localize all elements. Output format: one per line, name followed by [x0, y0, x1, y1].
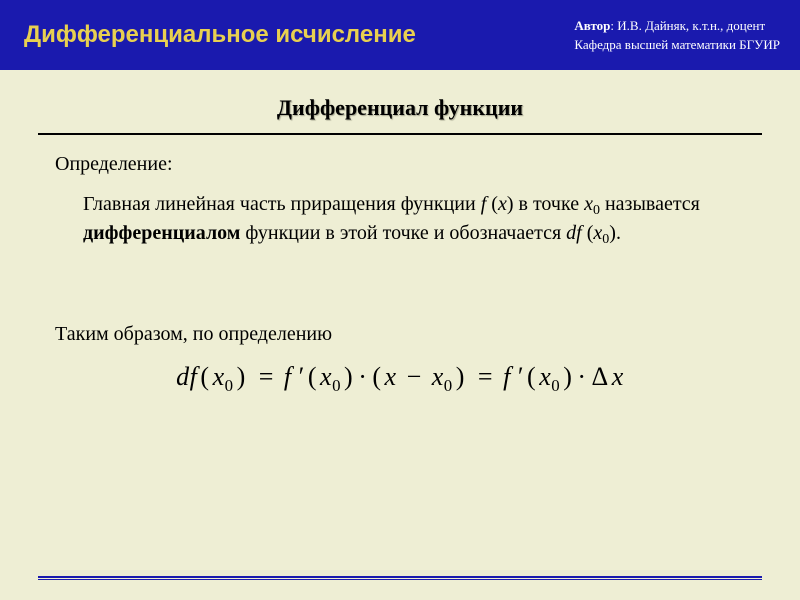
x0-x: x	[584, 193, 593, 215]
lhs-x: x	[213, 362, 225, 391]
definition-label: Определение:	[55, 153, 745, 176]
f1-x: x	[320, 362, 332, 391]
dfx-x: x	[593, 222, 602, 244]
eq2: =	[471, 362, 500, 391]
p-sub: 0	[444, 376, 453, 395]
p-close: )	[456, 362, 465, 391]
formula: df(x0) = f ′(x0)·(x − x0) = f ′(x0)·Δx	[55, 362, 745, 392]
dx: x	[612, 362, 624, 391]
fx-close: )	[507, 193, 514, 215]
header-author: Автор: И.В. Дайняк, к.т.н., доцент Кафед…	[574, 16, 780, 55]
eq1: =	[252, 362, 281, 391]
def-part4: функции в этой точке и обозначается	[240, 222, 566, 244]
author-name: : И.В. Дайняк, к.т.н., доцент	[610, 18, 765, 33]
content: Определение: Главная линейная часть прир…	[0, 135, 800, 392]
minus: −	[400, 362, 429, 391]
definition-text: Главная линейная часть приращения функци…	[55, 190, 745, 248]
f2-open: (	[527, 362, 536, 391]
fx-open: (	[491, 193, 498, 215]
fx-x: x	[498, 193, 507, 215]
dot1: ·	[358, 362, 367, 391]
bold-term: дифференциалом	[83, 222, 240, 244]
def-part2: в точке	[514, 193, 585, 215]
p-x1: x	[385, 362, 397, 391]
f1-open: (	[308, 362, 317, 391]
dfx-df: df	[566, 222, 587, 244]
def-period: .	[616, 222, 621, 244]
p-x2: x	[432, 362, 444, 391]
x0-sub: 0	[593, 203, 600, 218]
def-part1: Главная линейная часть приращения функци…	[83, 193, 481, 215]
f1-close: )	[344, 362, 353, 391]
dot2: ·	[577, 362, 586, 391]
fx-f: f	[481, 193, 492, 215]
lhs-close: )	[237, 362, 246, 391]
subtitle: Дифференциал функции	[0, 95, 800, 121]
header-bar: Дифференциальное исчисление Автор: И.В. …	[0, 0, 800, 70]
header-title: Дифференциальное исчисление	[24, 21, 416, 49]
lhs-df: df	[176, 362, 197, 391]
f2-close: )	[563, 362, 572, 391]
f1-sub: 0	[332, 376, 341, 395]
f1: f	[284, 362, 299, 391]
lhs-sub: 0	[225, 376, 234, 395]
def-part3: называется	[600, 193, 700, 215]
lhs-open: (	[200, 362, 209, 391]
dept-line: Кафедра высшей математики БГУИР	[574, 35, 780, 55]
delta: Δ	[592, 362, 609, 391]
p-open: (	[372, 362, 381, 391]
slide: Дифференциальное исчисление Автор: И.В. …	[0, 0, 800, 600]
prime2: ′	[518, 362, 524, 391]
f2-x: x	[539, 362, 551, 391]
prime1: ′	[299, 362, 305, 391]
author-line: Автор: И.В. Дайняк, к.т.н., доцент	[574, 16, 780, 36]
footer-line	[38, 576, 762, 580]
author-label: Автор	[574, 18, 610, 33]
f2-sub: 0	[551, 376, 560, 395]
thus-label: Таким образом, по определению	[55, 323, 745, 346]
dfx-sub: 0	[602, 232, 609, 247]
dfx-close: )	[609, 222, 616, 244]
f2: f	[503, 362, 518, 391]
